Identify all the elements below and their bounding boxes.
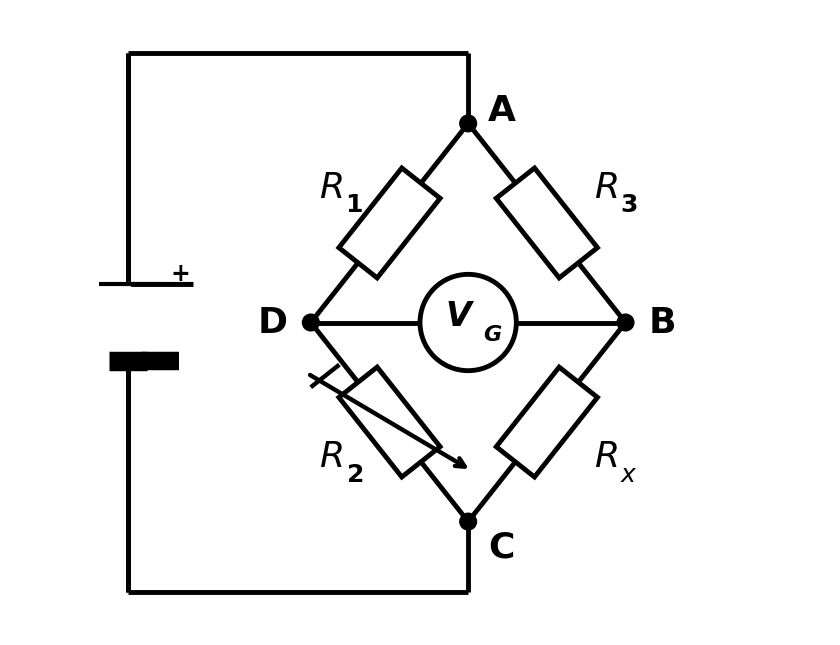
Text: $\bfit{V}$: $\bfit{V}$ [445, 299, 475, 333]
Polygon shape [339, 168, 440, 278]
Text: $\mathbf{\mathit{x}}$: $\mathbf{\mathit{x}}$ [620, 462, 638, 487]
Circle shape [459, 115, 476, 132]
Text: $\mathbf{3}$: $\mathbf{3}$ [621, 193, 638, 217]
Text: $\mathbf{\mathit{R}}$: $\mathbf{\mathit{R}}$ [318, 171, 342, 204]
Text: $\bfit{G}$: $\bfit{G}$ [483, 325, 502, 345]
Text: D: D [257, 306, 287, 339]
Text: $\mathbf{1}$: $\mathbf{1}$ [345, 193, 363, 217]
Circle shape [459, 513, 476, 530]
Polygon shape [496, 367, 597, 477]
Text: $\mathbf{2}$: $\mathbf{2}$ [345, 462, 363, 487]
Text: $\mathbf{\mathit{R}}$: $\mathbf{\mathit{R}}$ [594, 171, 617, 204]
Circle shape [420, 274, 517, 371]
Polygon shape [496, 168, 597, 278]
Text: +: + [171, 263, 191, 286]
Text: B: B [649, 306, 676, 339]
Circle shape [302, 314, 319, 331]
Text: A: A [487, 94, 516, 128]
Circle shape [617, 314, 634, 331]
Text: $\mathbf{\mathit{R}}$: $\mathbf{\mathit{R}}$ [594, 441, 617, 474]
Text: $\mathbf{\mathit{R}}$: $\mathbf{\mathit{R}}$ [318, 441, 342, 474]
Polygon shape [339, 367, 440, 477]
Text: C: C [488, 530, 515, 564]
